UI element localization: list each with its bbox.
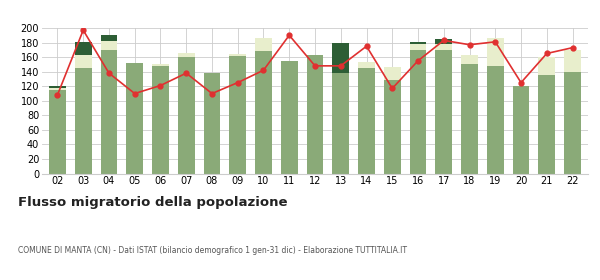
Bar [564,50,581,72]
Bar [538,75,555,174]
Bar [461,64,478,174]
Bar [127,63,143,174]
Bar [332,43,349,73]
Bar [178,53,194,57]
Bar [101,35,118,41]
Bar [410,44,427,50]
Bar [332,73,349,174]
Bar [229,54,246,56]
Bar [358,62,375,68]
Bar [75,42,92,55]
Bar [410,42,427,44]
Bar [436,39,452,44]
Bar [512,86,529,174]
Bar [49,86,66,88]
Bar [255,51,272,174]
Bar [49,90,66,174]
Bar [152,64,169,66]
Bar [178,57,194,174]
Bar [436,50,452,174]
Bar [461,55,478,64]
Bar [101,41,118,50]
Bar [101,50,118,174]
Bar [203,73,220,174]
Bar [307,55,323,174]
Bar [152,66,169,174]
Bar [281,61,298,174]
Bar [384,80,401,174]
Bar [49,88,66,90]
Bar [384,67,401,80]
Bar [75,68,92,174]
Bar [564,72,581,174]
Bar [255,38,272,51]
Text: COMUNE DI MANTA (CN) - Dati ISTAT (bilancio demografico 1 gen-31 dic) - Elaboraz: COMUNE DI MANTA (CN) - Dati ISTAT (bilan… [18,246,407,255]
Bar [436,44,452,50]
Bar [487,38,503,66]
Bar [229,56,246,174]
Bar [410,50,427,174]
Bar [75,55,92,68]
Bar [538,57,555,75]
Bar [358,68,375,174]
Bar [487,66,503,174]
Text: Flusso migratorio della popolazione: Flusso migratorio della popolazione [18,196,287,209]
